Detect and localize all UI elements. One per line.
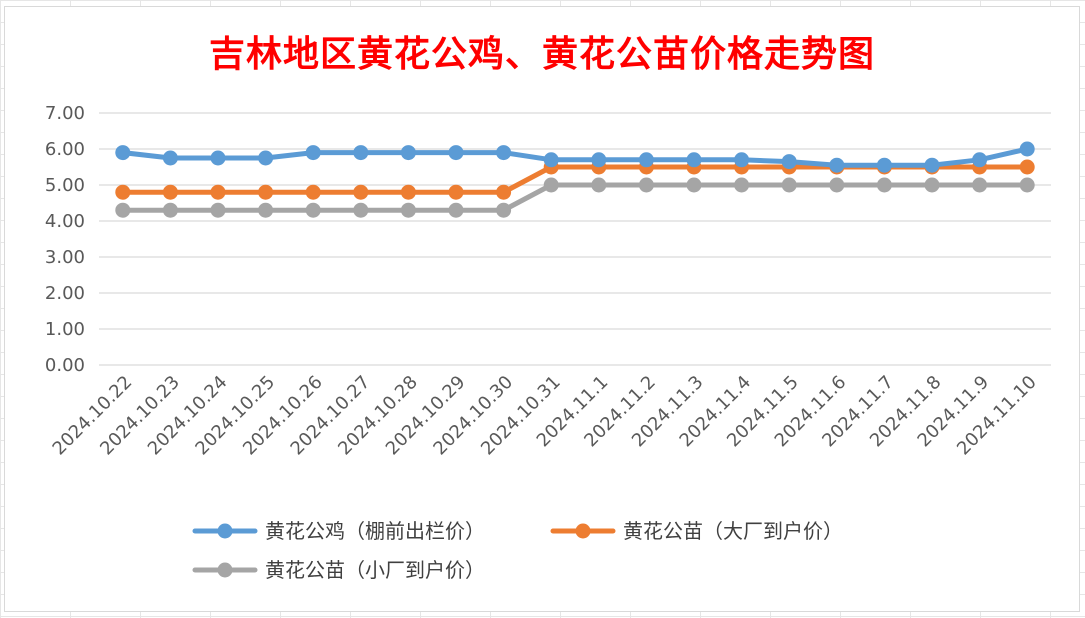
data-point — [496, 184, 512, 200]
y-tick-label: 7.00 — [45, 103, 85, 124]
legend-marker — [217, 562, 233, 578]
y-tick-label: 6.00 — [45, 139, 85, 160]
data-point — [543, 177, 559, 193]
data-point — [591, 177, 607, 193]
legend-item: 黄花公苗（大厂到户价） — [550, 519, 843, 543]
series-lines — [115, 141, 1035, 218]
data-point — [400, 202, 416, 218]
data-point — [829, 177, 845, 193]
data-point — [162, 150, 178, 166]
data-point — [496, 202, 512, 218]
data-point — [210, 184, 226, 200]
data-point — [258, 184, 274, 200]
data-point — [353, 184, 369, 200]
data-point — [353, 145, 369, 161]
data-point — [972, 177, 988, 193]
data-point — [1019, 177, 1035, 193]
data-point — [448, 145, 464, 161]
series-line — [120, 164, 1030, 195]
data-point — [400, 145, 416, 161]
data-point — [448, 202, 464, 218]
data-point — [400, 184, 416, 200]
data-point — [686, 152, 702, 168]
data-point — [876, 157, 892, 173]
data-point — [115, 184, 131, 200]
data-point — [734, 177, 750, 193]
y-tick-label: 0.00 — [45, 355, 85, 376]
data-point — [781, 177, 797, 193]
legend-label: 黄花公苗（小厂到户价） — [265, 558, 485, 582]
data-point — [686, 177, 702, 193]
data-point — [305, 145, 321, 161]
series-1 — [115, 141, 1035, 173]
data-point — [210, 150, 226, 166]
chart-area[interactable]: 吉林地区黄花公鸡、黄花公苗价格走势图 0.00 1.00 2.00 3.00 4.00 5… — [4, 6, 1080, 612]
line-chart: 0.00 1.00 2.00 3.00 4.00 5.00 6.00 7.00 2024.10… — [45, 103, 1051, 582]
data-point — [305, 202, 321, 218]
series-3 — [115, 177, 1035, 218]
y-tick-label: 1.00 — [45, 319, 85, 340]
legend-marker — [217, 523, 233, 539]
data-point — [448, 184, 464, 200]
series-line — [120, 146, 1030, 168]
data-point — [591, 152, 607, 168]
grid-lines — [99, 112, 1051, 366]
data-point — [829, 157, 845, 173]
data-point — [781, 154, 797, 170]
data-point — [543, 152, 559, 168]
y-tick-label: 3.00 — [45, 247, 85, 268]
legend-label: 黄花公苗（大厂到户价） — [623, 519, 843, 543]
data-point — [638, 177, 654, 193]
data-point — [210, 202, 226, 218]
data-point — [353, 202, 369, 218]
data-point — [734, 152, 750, 168]
y-tick-label: 4.00 — [45, 211, 85, 232]
data-point — [876, 177, 892, 193]
data-point — [305, 184, 321, 200]
legend: 黄花公鸡（棚前出栏价） 黄花公苗（大厂到户价） 黄花公苗（小厂到户价） — [192, 519, 843, 582]
data-point — [258, 202, 274, 218]
data-point — [924, 157, 940, 173]
data-point — [1019, 159, 1035, 175]
series-line — [120, 182, 1030, 213]
data-point — [115, 145, 131, 161]
y-axis-ticks: 0.00 1.00 2.00 3.00 4.00 5.00 6.00 7.00 — [45, 103, 85, 376]
data-point — [1019, 141, 1035, 157]
data-point — [924, 177, 940, 193]
chart-title: 吉林地区黄花公鸡、黄花公苗价格走势图 — [208, 33, 875, 75]
y-tick-label: 5.00 — [45, 175, 85, 196]
data-point — [972, 152, 988, 168]
data-point — [258, 150, 274, 166]
data-point — [162, 184, 178, 200]
legend-label: 黄花公鸡（棚前出栏价） — [265, 519, 485, 543]
y-tick-label: 2.00 — [45, 283, 85, 304]
data-point — [496, 145, 512, 161]
data-point — [638, 152, 654, 168]
data-point — [162, 202, 178, 218]
legend-marker — [575, 523, 591, 539]
data-point — [115, 202, 131, 218]
legend-item: 黄花公苗（小厂到户价） — [192, 558, 485, 582]
x-axis-ticks: 2024.10.222024.10.232024.10.242024.10.25… — [49, 372, 1041, 460]
legend-item: 黄花公鸡（棚前出栏价） — [192, 519, 485, 543]
